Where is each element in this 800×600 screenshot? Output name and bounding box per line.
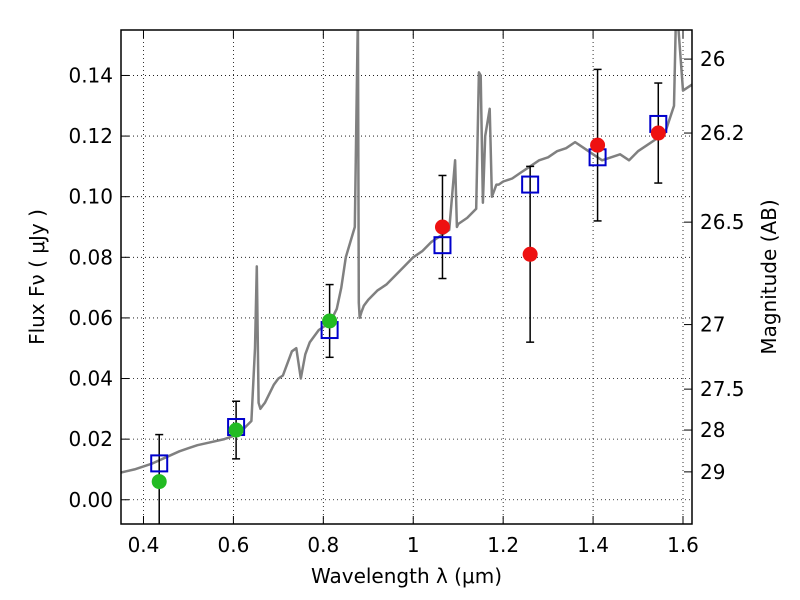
y-tick-label: 0.12 — [68, 124, 113, 148]
observed-point — [522, 246, 538, 262]
grid-layer — [121, 30, 692, 524]
errorbar-layer — [155, 68, 663, 524]
right-tick-label: 27.5 — [700, 377, 745, 401]
x-tick-label: 0.8 — [307, 533, 339, 557]
x-tick-label: 0.4 — [128, 533, 160, 557]
x-tick-label: 1.4 — [577, 533, 609, 557]
right-tick-label: 26.2 — [700, 121, 745, 145]
observed-point — [434, 219, 450, 235]
observed-point — [322, 313, 338, 329]
observed-point — [590, 137, 606, 153]
right-tick-label: 26.5 — [700, 210, 745, 234]
y-tick-label: 0.04 — [68, 367, 113, 391]
right-tick-label: 27 — [700, 313, 725, 337]
observed-point — [650, 125, 666, 141]
x-tick-label: 1.6 — [667, 533, 699, 557]
x-axis-label: Wavelength λ (μm) — [311, 564, 502, 588]
observed-point — [151, 474, 167, 490]
model-spectrum-line — [121, 30, 692, 474]
observed-point — [228, 422, 244, 438]
model-photometry-square — [433, 236, 452, 255]
tick-layer: 0.4 0.6 0.8 1 1.2 1.4 1.6 0.00 0.02 0.04 0.06 0.08 0… — [68, 30, 745, 557]
spectrum-layer — [121, 30, 692, 474]
y-tick-label: 0.08 — [68, 245, 113, 269]
right-tick-label: 28 — [700, 418, 725, 442]
plot-frame — [120, 29, 693, 525]
right-tick-label: 26 — [700, 47, 725, 71]
y-tick-label: 0.06 — [68, 306, 113, 330]
y-tick-label: 0.10 — [68, 185, 113, 209]
x-tick-label: 1.2 — [487, 533, 519, 557]
x-tick-label: 0.6 — [217, 533, 249, 557]
right-axis-label: Magnitude (AB) — [757, 199, 781, 354]
y-tick-label: 0.02 — [68, 427, 113, 451]
model-photometry-square — [521, 175, 540, 194]
y-axis-label: Flux Fν ( μJy ) — [25, 209, 49, 345]
y-tick-label: 0.14 — [68, 63, 113, 87]
marker-layer — [150, 114, 668, 490]
x-tick-label: 1 — [407, 533, 420, 557]
y-tick-label: 0.00 — [68, 488, 113, 512]
right-tick-label: 29 — [700, 460, 725, 484]
model-photometry-square — [150, 454, 169, 473]
